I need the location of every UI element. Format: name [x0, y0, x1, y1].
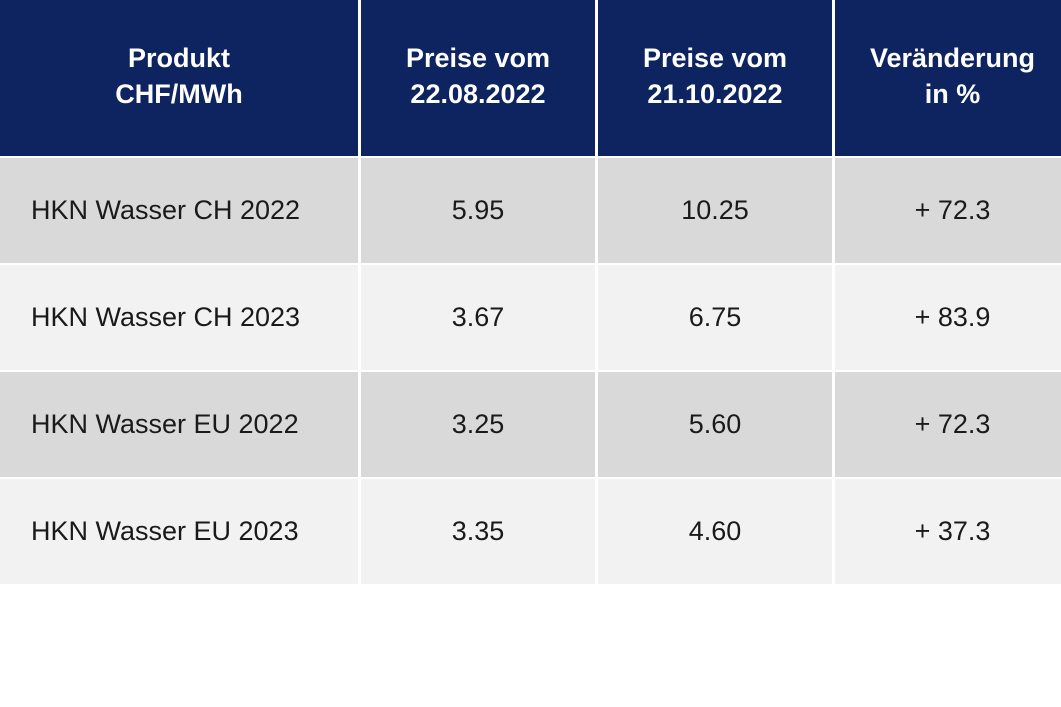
- change-cell: + 72.3: [835, 372, 1061, 477]
- header-product-line2: CHF/MWh: [115, 79, 243, 109]
- header-change-line2: in %: [924, 79, 981, 109]
- header-change-line1: Veränderung: [869, 43, 1036, 73]
- price-old-cell: 3.67: [361, 265, 595, 370]
- header-price-new-line1: Preise vom: [642, 43, 788, 73]
- price-old-cell: 3.25: [361, 372, 595, 477]
- price-old-cell: 5.95: [361, 158, 595, 263]
- header-price-new: Preise vom 21.10.2022: [598, 0, 832, 156]
- header-price-old-line1: Preise vom: [405, 43, 551, 73]
- change-cell: + 72.3: [835, 158, 1061, 263]
- price-new-cell: 5.60: [598, 372, 832, 477]
- product-cell: HKN Wasser CH 2022: [0, 158, 358, 263]
- change-cell: + 37.3: [835, 479, 1061, 584]
- price-table: Produkt CHF/MWh Preise vom 22.08.2022 Pr…: [0, 0, 1061, 584]
- header-price-old-line2: 22.08.2022: [410, 79, 546, 109]
- product-cell: HKN Wasser EU 2023: [0, 479, 358, 584]
- product-cell: HKN Wasser CH 2023: [0, 265, 358, 370]
- price-new-cell: 4.60: [598, 479, 832, 584]
- header-price-old: Preise vom 22.08.2022: [361, 0, 595, 156]
- header-product-line1: Produkt: [127, 43, 230, 73]
- header-change: Veränderung in %: [835, 0, 1061, 156]
- header-product: Produkt CHF/MWh: [0, 0, 358, 156]
- price-new-cell: 6.75: [598, 265, 832, 370]
- change-cell: + 83.9: [835, 265, 1061, 370]
- header-price-new-line2: 21.10.2022: [647, 79, 783, 109]
- price-old-cell: 3.35: [361, 479, 595, 584]
- price-new-cell: 10.25: [598, 158, 832, 263]
- product-cell: HKN Wasser EU 2022: [0, 372, 358, 477]
